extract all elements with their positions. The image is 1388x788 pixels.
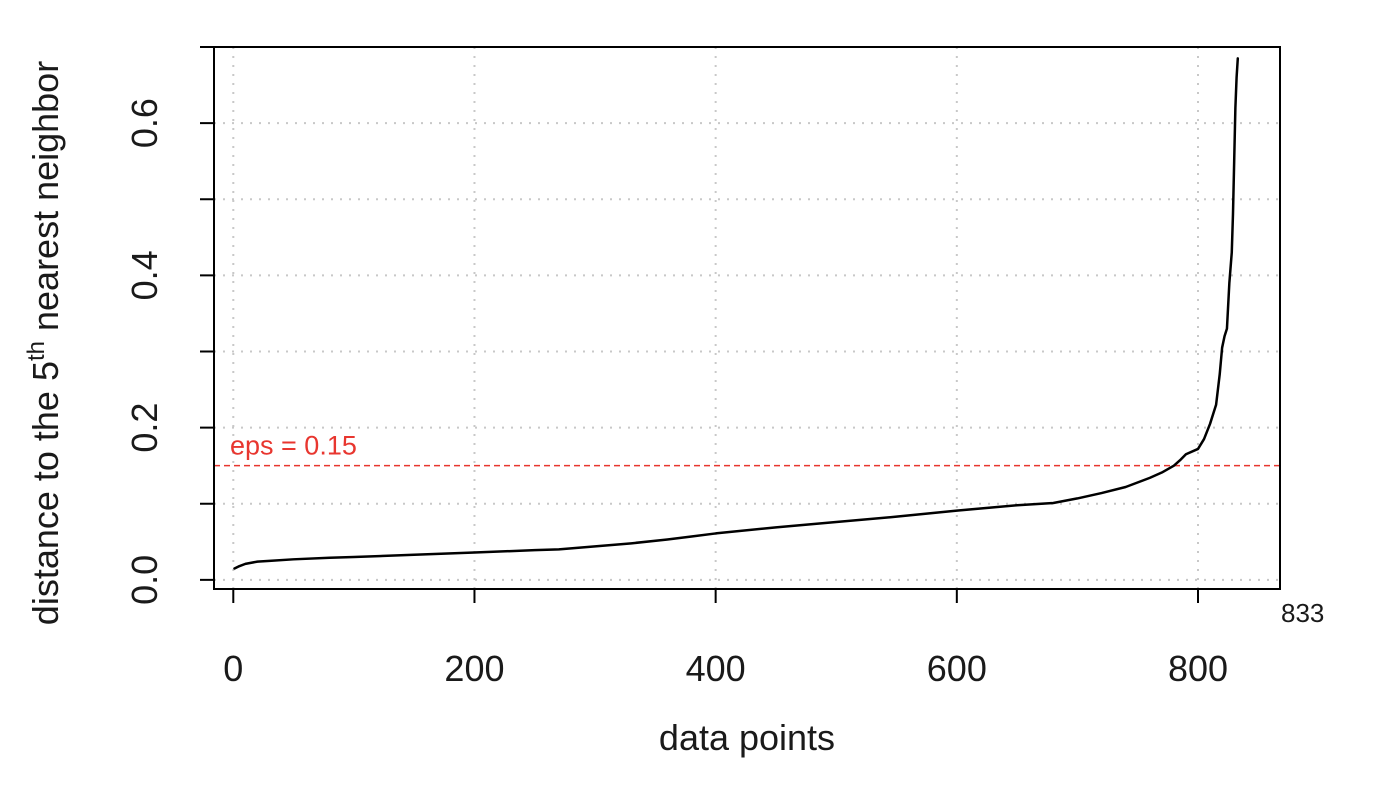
y-tick-label: 0.6: [124, 98, 165, 148]
point-count-label: 833: [1281, 598, 1324, 628]
annotations: eps = 0.15: [214, 431, 1280, 467]
y-axis: 0.0 0.2 0.4 0.6: [124, 46, 215, 605]
y-tick-label: 0.0: [124, 555, 165, 605]
series-group: [233, 57, 1240, 570]
x-tick-label: 600: [927, 648, 987, 689]
eps-threshold-label: eps = 0.15: [230, 431, 357, 461]
x-tick-label: 800: [1168, 648, 1228, 689]
grid-lines: [214, 46, 1280, 589]
x-tick-label: 400: [686, 648, 746, 689]
y-axis-title: distance to the 5th nearest neighbor: [23, 61, 66, 625]
y-tick-label: 0.2: [124, 403, 165, 453]
x-tick-label: 0: [223, 648, 243, 689]
series-line: [233, 57, 1240, 570]
x-tick-label: 200: [444, 648, 504, 689]
y-axis-title-suffix: nearest neighbor: [25, 61, 66, 341]
x-axis: 0 200 400 600 800: [223, 588, 1228, 689]
y-tick-label: 0.4: [124, 250, 165, 300]
x-axis-title: data points: [659, 717, 835, 758]
y-axis-title-prefix: distance to the 5: [25, 361, 66, 625]
y-axis-title-superscript: th: [23, 341, 50, 361]
